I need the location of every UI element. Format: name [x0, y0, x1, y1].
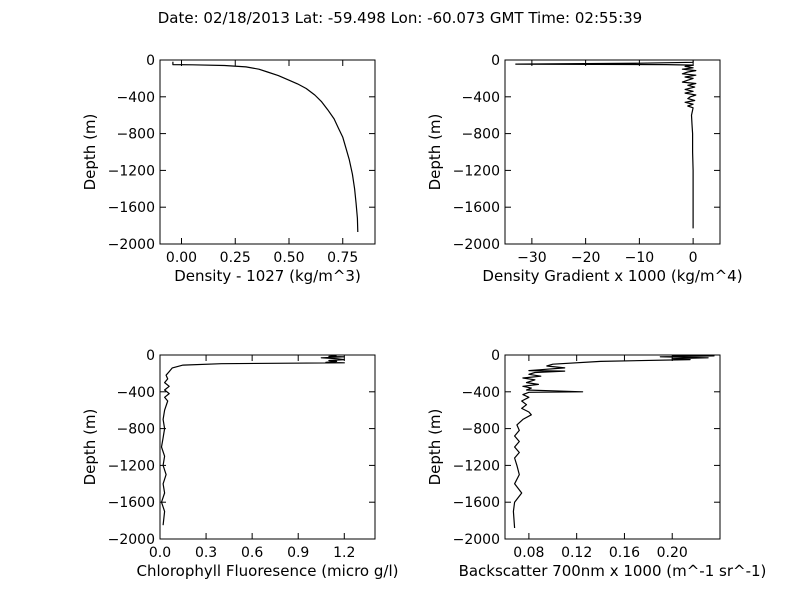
x-tick-label: 0.25: [220, 250, 251, 266]
subplot-2: −30 −20 −10 0 0 −400 −800 −1200 −1600 −2000 Densit…: [426, 53, 743, 285]
x-tick-label: 0.20: [657, 545, 688, 561]
subplot-grid: 0.00 0.25 0.50 0.750−400−800−1200−1600−2000…: [81, 53, 766, 580]
y-tick-label: −2000: [108, 237, 155, 253]
x-tick-label: 0.08: [513, 545, 544, 561]
y-tick-label: 0: [491, 53, 500, 69]
y-axis-label: Depth (m): [426, 409, 444, 486]
y-tick-label: −800: [462, 422, 500, 438]
y-tick-label: −1200: [108, 163, 155, 179]
axes-frame: [159, 59, 376, 245]
y-tick-label: 0: [491, 348, 500, 364]
y-tick-label: −1600: [108, 200, 155, 216]
y-tick-label: 0: [146, 53, 155, 69]
x-tick-label: 1.2: [333, 545, 355, 561]
profile-line: [512, 354, 715, 529]
y-tick-label: −2000: [453, 237, 500, 253]
y-axis-label: Depth (m): [81, 114, 99, 191]
subplot-4: 0.08 0.12 0.16 0.20 0 −400 −800 −1200 −1600 −2000…: [426, 348, 766, 580]
y-tick-label: −400: [462, 90, 500, 106]
y-tick-label: −1200: [453, 458, 500, 474]
x-tick-label: 0.0: [149, 545, 171, 561]
x-tick-label: 0.75: [327, 250, 358, 266]
profile-line: [172, 61, 359, 233]
subplot-3: 0.0 0.3 0.6 0.9 1.2 0 −400 −800 −1200 −1600 −2000 C…: [81, 348, 398, 580]
y-tick-label: −2000: [108, 532, 155, 548]
axes-frame: [504, 59, 721, 245]
y-tick-label: −2000: [453, 532, 500, 548]
x-axis-label: Chlorophyll Fluoresence (micro g/l): [137, 562, 399, 580]
x-tick-label: 0.12: [561, 545, 592, 561]
x-axis-label: Density - 1027 (kg/m^3): [174, 267, 361, 285]
x-axis-label: Backscatter 700nm x 1000 (m^-1 sr^-1): [459, 562, 767, 580]
y-tick-label: −1200: [453, 163, 500, 179]
y-tick-label: −800: [117, 422, 155, 438]
x-tick-label: 0.00: [166, 250, 197, 266]
x-tick-label: 0.3: [195, 545, 217, 561]
x-tick-label: 0.6: [241, 545, 263, 561]
x-tick-label: −30: [517, 250, 547, 266]
profile-line: [515, 60, 697, 229]
y-tick-label: −400: [117, 90, 155, 106]
y-tick-label: −1600: [108, 495, 155, 511]
x-axis-label: Density Gradient x 1000 (kg/m^4): [482, 267, 742, 285]
y-tick-label: −1600: [453, 495, 500, 511]
subplot-1: 0.00 0.25 0.50 0.75 0 −400 −800 −1200 −1600 −2000…: [81, 53, 376, 285]
y-tick-label: 0: [146, 348, 155, 364]
x-tick-label: 0.9: [287, 545, 309, 561]
figure-title: Date: 02/18/2013 Lat: -59.498 Lon: -60.0…: [158, 9, 642, 27]
y-tick-label: −1200: [108, 458, 155, 474]
y-tick-label: −400: [117, 385, 155, 401]
axes-frame: [504, 354, 721, 540]
y-tick-label: −1600: [453, 200, 500, 216]
y-axis-label: Depth (m): [81, 409, 99, 486]
y-tick-label: −800: [117, 127, 155, 143]
y-axis-label: Depth (m): [426, 114, 444, 191]
x-tick-label: 0.16: [609, 545, 640, 561]
x-tick-label: 0.50: [273, 250, 304, 266]
y-tick-label: −800: [462, 127, 500, 143]
profile-line: [160, 354, 345, 526]
y-tick-label: −400: [462, 385, 500, 401]
x-tick-label: −20: [571, 250, 601, 266]
x-tick-label: 0: [689, 250, 698, 266]
x-tick-label: −10: [625, 250, 655, 266]
axes-frame: [159, 354, 376, 540]
